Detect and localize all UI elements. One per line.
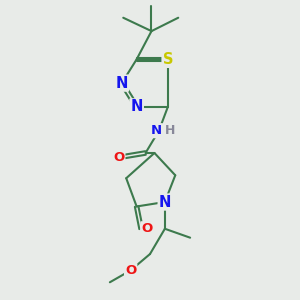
Text: S: S [163,52,173,67]
Text: N: N [151,124,162,137]
Text: O: O [125,264,136,277]
Text: H: H [165,124,175,136]
Text: O: O [113,151,124,164]
Text: N: N [159,194,171,209]
Text: N: N [130,99,143,114]
Text: O: O [141,222,153,235]
Text: N: N [116,76,128,91]
